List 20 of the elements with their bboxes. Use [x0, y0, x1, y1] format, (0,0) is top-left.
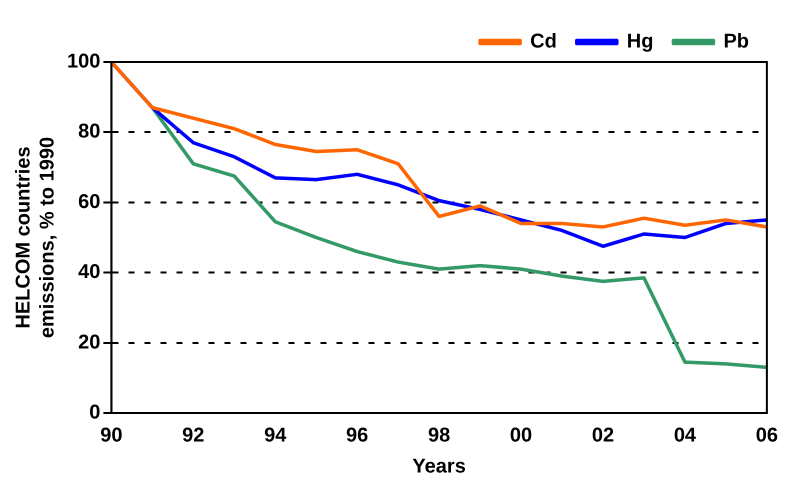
x-tick-label: 02 [592, 424, 614, 447]
x-tick-label: 96 [346, 424, 368, 447]
y-tick-label: 80 [78, 120, 100, 143]
y-tick-label: 100 [66, 50, 100, 73]
y-tick-label: 40 [78, 261, 100, 284]
x-tick-label: 98 [428, 424, 450, 447]
legend-label: Pb [723, 30, 750, 53]
y-tick-label: 60 [78, 190, 100, 213]
x-tick-label: 06 [756, 424, 778, 447]
x-tick-label: 94 [264, 424, 288, 447]
legend-label: Hg [626, 30, 654, 53]
x-axis-title: Years [412, 456, 466, 478]
x-tick-label: 90 [100, 424, 122, 447]
y-tick-label: 20 [78, 331, 100, 354]
x-tick-label: 00 [510, 424, 532, 447]
y-tick-label: 0 [89, 402, 100, 424]
y-axis-title: HELCOM countries emissions, % to 1990 [12, 136, 59, 338]
x-tick-label: 92 [182, 424, 204, 447]
legend-label: Cd [530, 30, 557, 53]
x-tick-label: 04 [674, 424, 697, 447]
